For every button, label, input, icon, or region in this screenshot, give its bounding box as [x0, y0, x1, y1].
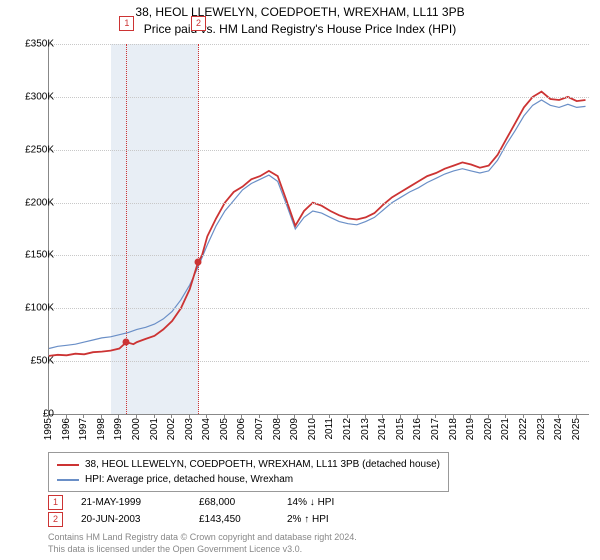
gridline-h — [49, 361, 589, 362]
gridline-h — [49, 97, 589, 98]
x-axis-label: 2024 — [553, 418, 564, 440]
x-axis-label: 2004 — [201, 418, 212, 440]
y-axis-label: £250K — [25, 144, 54, 155]
sale-marker-line — [198, 44, 199, 414]
sales-table: 1 21-MAY-1999 £68,000 14% ↓ HPI 2 20-JUN-2003… — [48, 494, 367, 528]
y-axis-label: £100K — [25, 303, 54, 314]
x-axis-label: 2000 — [131, 418, 142, 440]
gridline-h — [49, 44, 589, 45]
x-axis-label: 2016 — [412, 418, 423, 440]
x-axis-label: 2013 — [360, 418, 371, 440]
y-axis-label: £150K — [25, 250, 54, 261]
x-axis-label: 2002 — [166, 418, 177, 440]
x-axis-label: 2020 — [483, 418, 494, 440]
x-axis-label: 1996 — [61, 418, 72, 440]
x-axis-label: 2021 — [500, 418, 511, 440]
x-axis-label: 2025 — [571, 418, 582, 440]
chart-title: 38, HEOL LLEWELYN, COEDPOETH, WREXHAM, L… — [0, 0, 600, 38]
sales-delta: 2% ↑ HPI — [287, 511, 367, 528]
legend-swatch — [57, 464, 79, 466]
x-axis-label: 2001 — [149, 418, 160, 440]
legend-row: 38, HEOL LLEWELYN, COEDPOETH, WREXHAM, L… — [57, 457, 440, 472]
x-axis-label: 2005 — [219, 418, 230, 440]
x-axis-label: 1997 — [78, 418, 89, 440]
x-axis-label: 2015 — [395, 418, 406, 440]
sales-price: £143,450 — [199, 511, 269, 528]
x-axis-label: 2017 — [430, 418, 441, 440]
sales-numbox: 2 — [48, 512, 63, 527]
title-line1: 38, HEOL LLEWELYN, COEDPOETH, WREXHAM, L… — [0, 4, 600, 21]
series-property — [49, 92, 586, 356]
y-axis-label: £200K — [25, 197, 54, 208]
x-axis-label: 2019 — [465, 418, 476, 440]
x-axis-label: 1998 — [96, 418, 107, 440]
sale-marker-box: 2 — [191, 16, 206, 31]
y-axis-label: £350K — [25, 39, 54, 50]
gridline-h — [49, 255, 589, 256]
x-axis-label: 2009 — [289, 418, 300, 440]
sale-marker-box: 1 — [119, 16, 134, 31]
chart-plot-area: 12 — [48, 44, 589, 415]
sale-marker-dot — [194, 259, 201, 266]
y-axis-label: £300K — [25, 91, 54, 102]
title-line2: Price paid vs. HM Land Registry's House … — [0, 21, 600, 38]
sales-numbox: 1 — [48, 495, 63, 510]
x-axis-label: 2008 — [272, 418, 283, 440]
x-axis-label: 2018 — [448, 418, 459, 440]
x-axis-label: 2012 — [342, 418, 353, 440]
y-axis-label: £50K — [31, 356, 54, 367]
x-axis-label: 2023 — [536, 418, 547, 440]
legend-row: HPI: Average price, detached house, Wrex… — [57, 472, 440, 487]
series-hpi — [49, 100, 586, 349]
x-axis-label: 2006 — [236, 418, 247, 440]
sales-date: 21-MAY-1999 — [81, 494, 181, 511]
sales-date: 20-JUN-2003 — [81, 511, 181, 528]
x-axis-label: 1999 — [113, 418, 124, 440]
sales-price: £68,000 — [199, 494, 269, 511]
legend: 38, HEOL LLEWELYN, COEDPOETH, WREXHAM, L… — [48, 452, 449, 492]
x-axis-label: 2007 — [254, 418, 265, 440]
x-axis-label: 2022 — [518, 418, 529, 440]
sales-row: 1 21-MAY-1999 £68,000 14% ↓ HPI — [48, 494, 367, 511]
sales-row: 2 20-JUN-2003 £143,450 2% ↑ HPI — [48, 511, 367, 528]
sales-delta: 14% ↓ HPI — [287, 494, 367, 511]
chart-lines-svg — [49, 44, 589, 414]
sale-marker-dot — [123, 339, 130, 346]
sale-marker-line — [126, 44, 127, 414]
x-axis-label: 1995 — [43, 418, 54, 440]
legend-text: 38, HEOL LLEWELYN, COEDPOETH, WREXHAM, L… — [85, 457, 440, 472]
gridline-h — [49, 203, 589, 204]
x-axis-label: 2014 — [377, 418, 388, 440]
gridline-h — [49, 150, 589, 151]
footnote-line1: Contains HM Land Registry data © Crown c… — [48, 532, 357, 544]
x-axis-label: 2010 — [307, 418, 318, 440]
legend-swatch — [57, 479, 79, 481]
footnote-line2: This data is licensed under the Open Gov… — [48, 544, 357, 556]
gridline-h — [49, 308, 589, 309]
x-axis-label: 2003 — [184, 418, 195, 440]
legend-text: HPI: Average price, detached house, Wrex… — [85, 472, 293, 487]
footnote: Contains HM Land Registry data © Crown c… — [48, 532, 357, 555]
x-axis-label: 2011 — [324, 418, 335, 440]
